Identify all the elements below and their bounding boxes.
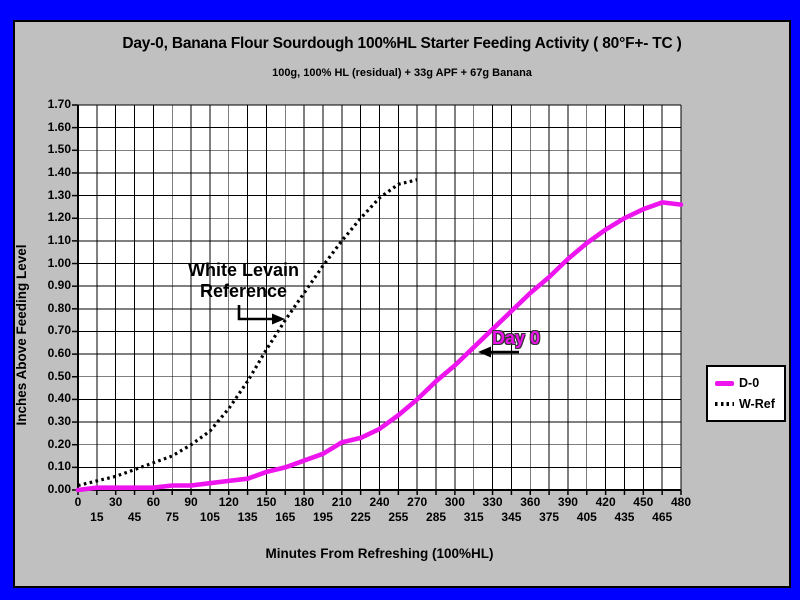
y-tick-label: 0.50 [47, 368, 71, 383]
x-tick-label: 150 [256, 495, 277, 509]
y-tick-label: 0.00 [47, 482, 71, 496]
x-tick-label: 15 [90, 510, 104, 524]
legend-solid-line-swatch-icon [715, 380, 734, 386]
x-tick-label: 270 [407, 495, 428, 509]
x-tick-label: 450 [633, 495, 654, 509]
y-tick-label: 1.20 [47, 210, 71, 225]
x-tick-label: 45 [127, 510, 142, 524]
white-levain-arrow [237, 305, 273, 321]
x-tick-label: 240 [369, 495, 390, 509]
x-tick-label: 165 [275, 510, 296, 524]
x-tick-label: 60 [146, 495, 161, 509]
legend-dotted-line-swatch-icon [715, 402, 734, 406]
y-tick-label: 0.70 [47, 323, 71, 338]
x-tick-label: 315 [463, 510, 484, 524]
x-axis-title: Minutes From Refreshing (100%HL) [265, 546, 494, 561]
annotation-day-0: Day 0 [492, 328, 541, 348]
x-tick-label: 390 [557, 495, 578, 509]
series-line-D-0 [75, 200, 684, 493]
annotation-white-levain-reference: White Levain Reference [161, 260, 326, 302]
x-tick-label: 360 [520, 495, 541, 509]
x-tick-label: 135 [237, 510, 258, 524]
x-tick-label: 30 [109, 495, 123, 509]
x-tick-label: 420 [595, 495, 616, 509]
y-tick-label: 1.60 [47, 119, 71, 134]
x-tick-label: 210 [331, 495, 352, 509]
x-tick-label: 285 [426, 510, 447, 524]
legend-item-D-0: D-0 [715, 376, 784, 390]
plot-area [72, 104, 684, 495]
y-tick-label: 0.80 [47, 300, 71, 315]
y-tick-label: 1.40 [47, 164, 71, 179]
y-tick-label: 0.30 [47, 414, 71, 429]
y-tick-label: 0.40 [47, 391, 71, 406]
y-tick-label: 1.70 [47, 97, 71, 111]
legend-item-W-Ref: W-Ref [715, 397, 784, 411]
legend-label: D-0 [739, 376, 760, 390]
annotation-white-levain-line1: White Levain [187, 260, 299, 280]
chart-frame: Day-0, Banana Flour Sourdough 100%HL Sta… [13, 20, 791, 588]
y-tick-label: 1.00 [47, 255, 71, 270]
x-axis-tick-labels-row-2: 15 45 75 105 135 165 195 225 255 285 315 345 375 405 4… [15, 510, 789, 524]
x-tick-label: 405 [576, 510, 597, 524]
chart-title: Day-0, Banana Flour Sourdough 100%HL Sta… [122, 35, 682, 52]
x-tick-label: 255 [388, 510, 409, 524]
x-tick-label: 480 [670, 495, 692, 509]
x-tick-label: 90 [184, 495, 198, 509]
white-levain-arrowhead-icon [272, 313, 285, 325]
x-tick-label: 105 [199, 510, 220, 524]
y-tick-label: 0.20 [47, 436, 71, 451]
legend-label: W-Ref [739, 397, 775, 411]
x-tick-label: 345 [501, 510, 522, 524]
y-tick-label: 1.30 [47, 187, 71, 202]
y-tick-label: 1.10 [47, 232, 71, 247]
x-tick-label: 300 [444, 495, 465, 509]
x-tick-label: 375 [539, 510, 560, 524]
x-axis-tick-labels-row-1: 0 30 60 90 120 150 180 210 240 270 300 330 360 390 420… [15, 495, 789, 509]
day-0-arrowhead-icon [478, 346, 491, 358]
x-tick-label: 465 [652, 510, 673, 524]
annotation-white-levain-line2: Reference [199, 281, 288, 301]
x-tick-label: 75 [165, 510, 179, 524]
y-tick-label: 0.10 [47, 459, 71, 474]
x-tick-label: 180 [294, 495, 315, 509]
x-tick-label: 0 [74, 495, 82, 509]
y-tick-label: 0.90 [47, 278, 71, 293]
x-tick-label: 195 [312, 510, 333, 524]
x-tick-label: 330 [482, 495, 503, 509]
y-tick-label: 0.60 [47, 346, 71, 361]
chart-subtitle: 100g, 100% HL (residual) + 33g APF + 67g… [272, 67, 532, 79]
x-tick-label: 225 [350, 510, 371, 524]
legend: D-0 W-Ref [706, 365, 786, 422]
x-tick-label: 435 [614, 510, 635, 524]
y-tick-label: 1.50 [47, 142, 71, 157]
x-tick-label: 120 [218, 495, 239, 509]
